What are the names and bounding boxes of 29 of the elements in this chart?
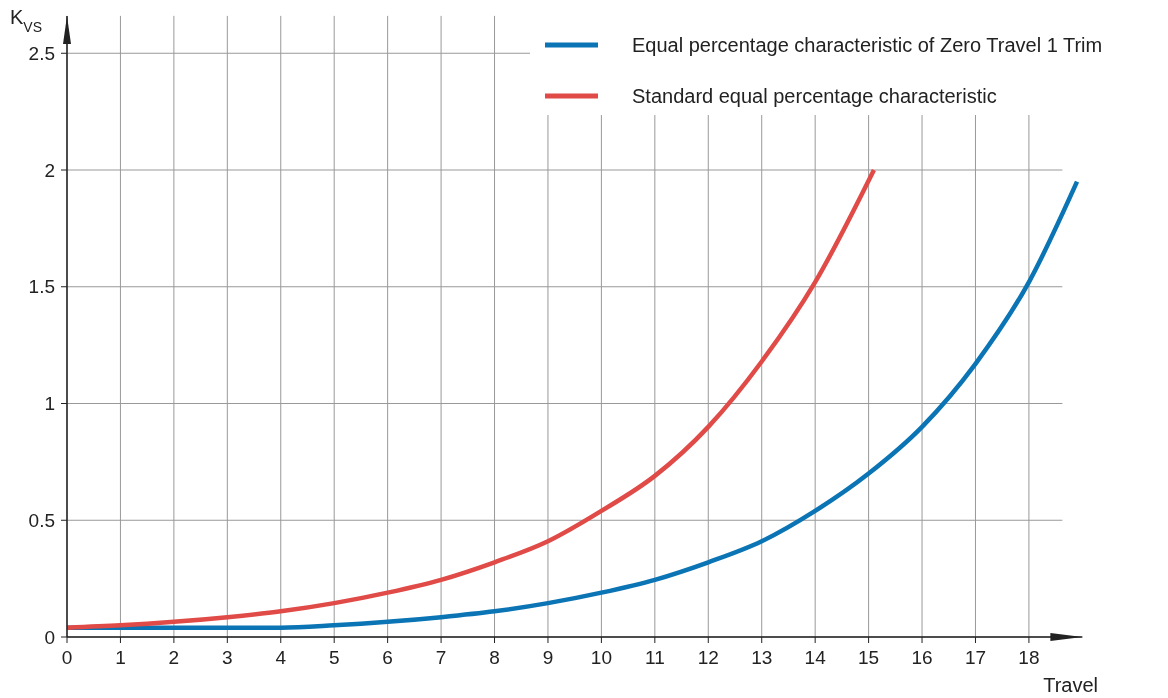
x-tick-label: 18 [1018,647,1040,668]
y-tick-label: 0 [44,626,55,648]
x-tick-label: 11 [644,647,665,668]
x-tick-label: 0 [61,647,73,668]
x-tick-label: 8 [489,647,500,668]
y-tick-label: 2.5 [28,42,55,64]
x-tick-label: 12 [697,647,719,668]
x-tick-label: 15 [858,647,880,668]
legend-label: Equal percentage characteristic of Zero Travel 1 Trim [632,34,1103,56]
x-tick-label: 2 [168,647,180,668]
x-tick-label: 14 [804,647,827,668]
x-tick-label: 1 [115,647,126,668]
y-tick-label: 1 [44,393,55,415]
x-tick-label: 13 [751,647,773,668]
x-axis-title: Travel [1043,674,1098,696]
y-tick-label: 2 [44,159,55,181]
x-tick-label: 3 [222,647,233,668]
y-tick-label: 0.5 [28,509,55,531]
x-tick-label: 5 [328,647,340,668]
x-tick-label: 9 [542,647,554,668]
x-tick-label: 7 [435,647,447,668]
x-tick-label: 16 [911,647,933,668]
legend-label: Standard equal percentage characteristic [632,85,997,107]
x-tick-label: 4 [275,647,287,668]
y-axis-title: K$_{VS}$ [10,6,43,35]
x-tick-label: 6 [382,647,393,668]
x-tick-label: 17 [964,647,987,668]
y-tick-label: 1.5 [28,276,55,298]
x-tick-label: 10 [590,647,612,668]
